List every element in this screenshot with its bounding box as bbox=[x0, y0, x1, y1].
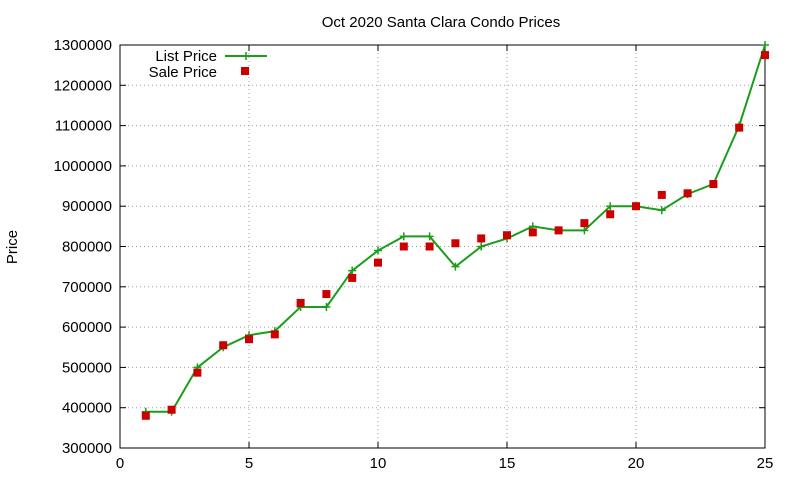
list-price-point bbox=[425, 232, 434, 241]
legend-sample-sale-price bbox=[241, 67, 249, 75]
sale-price-point bbox=[219, 341, 228, 350]
sale-price-point bbox=[451, 239, 460, 248]
sale-price-point bbox=[399, 242, 408, 251]
y-tick-label: 700000 bbox=[62, 279, 112, 296]
sale-price-point bbox=[193, 368, 202, 377]
list-price-point bbox=[399, 232, 408, 241]
y-tick-label: 1300000 bbox=[54, 37, 112, 54]
sale-price-point bbox=[270, 330, 279, 339]
y-tick-label: 600000 bbox=[62, 319, 112, 336]
list-price-point bbox=[606, 202, 615, 211]
series bbox=[141, 41, 769, 420]
y-tick-label: 400000 bbox=[62, 400, 112, 417]
sale-price-point bbox=[632, 202, 640, 211]
sale-price-point bbox=[141, 411, 150, 420]
sale-price-point bbox=[606, 210, 615, 219]
list-price-point bbox=[761, 41, 769, 49]
x-tick-label: 25 bbox=[757, 455, 774, 472]
list-price-line bbox=[145, 44, 766, 413]
sale-price-point bbox=[477, 234, 486, 243]
y-tick-label: 900000 bbox=[62, 198, 112, 215]
x-tick-label: 20 bbox=[628, 455, 645, 472]
x-tick-label: 10 bbox=[370, 455, 387, 472]
sale-price-point bbox=[245, 335, 253, 344]
y-tick-label: 800000 bbox=[62, 239, 112, 256]
legend-label-list-price: List Price bbox=[155, 48, 217, 65]
y-axis-ticks: 300000 400000 500000 600000 700000 800000 9000… bbox=[54, 37, 765, 457]
x-tick-label: 5 bbox=[245, 455, 253, 472]
sale-price-point bbox=[735, 123, 744, 132]
sale-price-point bbox=[554, 226, 563, 235]
y-tick-label: 500000 bbox=[62, 359, 112, 376]
x-axis-ticks: 0 5 10 15 20 25 bbox=[116, 45, 774, 472]
sale-price-point bbox=[528, 228, 537, 237]
x-tick-label: 0 bbox=[116, 455, 124, 472]
sale-price-point bbox=[322, 290, 331, 299]
sale-price-point bbox=[580, 219, 589, 228]
grid bbox=[120, 45, 765, 448]
list-price-point bbox=[374, 246, 382, 255]
legend: List Price Sale Price bbox=[149, 48, 267, 81]
list-price-point bbox=[580, 226, 589, 235]
legend-label-sale-price: Sale Price bbox=[149, 64, 217, 81]
sale-price-point bbox=[709, 180, 718, 189]
list-price-point bbox=[322, 302, 331, 311]
y-axis-label: Price bbox=[4, 230, 21, 264]
sale-price-point bbox=[503, 231, 511, 240]
list-price-point bbox=[348, 266, 357, 275]
list-price-point bbox=[477, 242, 486, 251]
sale-price-point bbox=[761, 51, 769, 60]
chart-title: Oct 2020 Santa Clara Condo Prices bbox=[322, 14, 560, 31]
sale-price-point bbox=[348, 273, 357, 282]
sale-price-point bbox=[296, 298, 305, 307]
y-tick-label: 1200000 bbox=[54, 77, 112, 94]
list-price-point bbox=[451, 262, 460, 271]
sale-price-point bbox=[683, 189, 692, 198]
list-price-point bbox=[657, 206, 666, 215]
x-tick-label: 15 bbox=[499, 455, 516, 472]
sale-price-point bbox=[657, 190, 666, 199]
y-tick-label: 1100000 bbox=[55, 118, 112, 135]
sale-price-point bbox=[167, 405, 176, 414]
y-tick-label: 1000000 bbox=[54, 158, 112, 175]
sale-price-point bbox=[374, 258, 382, 267]
legend-marker-list-price bbox=[242, 52, 250, 60]
y-tick-label: 300000 bbox=[62, 440, 112, 457]
sale-price-point bbox=[425, 242, 434, 251]
